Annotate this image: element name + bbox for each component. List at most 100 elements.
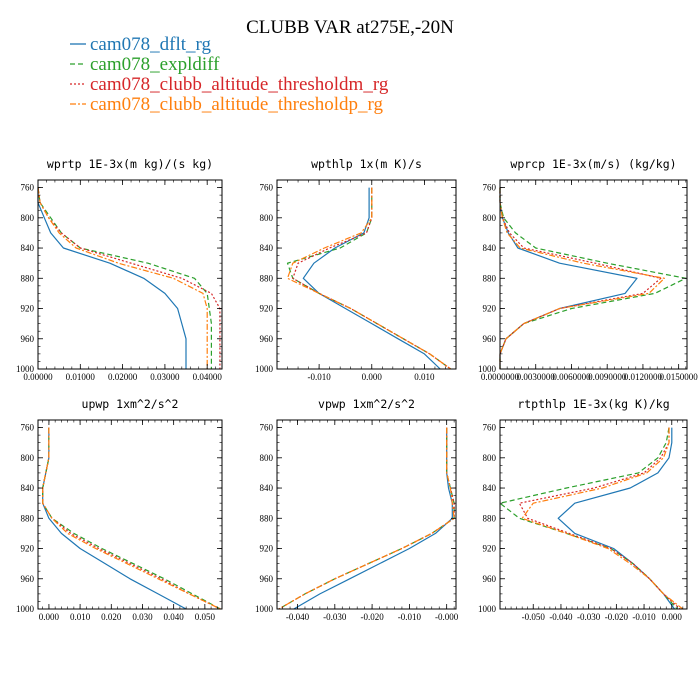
y-tick-label: 960: [260, 334, 274, 344]
legend-item: cam078_dflt_rg: [70, 34, 212, 55]
series-line: [42, 427, 221, 610]
subplot-6: rtpthlp 1E-3x(kg K)/kg 760 800 840 880 920 960…: [478, 397, 688, 622]
y-tick-label: 880: [483, 273, 497, 283]
series-line: [37, 187, 187, 369]
x-tick-label: -0.040: [549, 612, 573, 622]
subplot-title: rtpthlp 1E-3x(kg K)/kg: [517, 397, 669, 411]
y-tick-label: 800: [483, 453, 497, 463]
subplot-title: upwp 1xm^2/s^2: [82, 397, 179, 411]
y-tick-label: 960: [21, 334, 35, 344]
subplot-1: wprtp 1E-3x(m kg)/(s kg) 760 800 840 880 920 9…: [16, 157, 223, 382]
y-tick-label: 920: [21, 544, 35, 554]
panels: wprtp 1E-3x(m kg)/(s kg) 760 800 840 880 920 9…: [16, 157, 698, 622]
x-tick-label: 0.0090000: [588, 372, 627, 382]
legend-item: cam078_clubb_altitude_thresholdp_rg: [70, 94, 384, 115]
y-tick-label: 920: [483, 544, 497, 554]
y-tick-label: 920: [260, 544, 274, 554]
y-tick-label: 960: [483, 574, 497, 584]
plot-frame: [37, 419, 223, 610]
x-tick-label: 0.040: [164, 612, 185, 622]
x-tick-label: -0.010: [632, 612, 656, 622]
x-tick-label: -0.050: [522, 612, 546, 622]
x-tick-label: 0.0060000: [552, 372, 591, 382]
x-tick-label: 0.000: [39, 612, 60, 622]
y-tick-label: 840: [21, 483, 35, 493]
legend-label: cam078_clubb_altitude_thresholdm_rg: [90, 74, 389, 95]
subplot-title: wprtp 1E-3x(m kg)/(s kg): [47, 157, 213, 171]
x-tick-label: 0.020: [101, 612, 122, 622]
plot-frame: [499, 179, 688, 370]
legend-label: cam078_dflt_rg: [90, 34, 212, 55]
subplot-3: wprcp 1E-3x(m/s) (kg/kg) 760 800 840 880 920 9…: [478, 157, 698, 382]
x-tick-label: -0.030: [577, 612, 601, 622]
y-tick-label: 880: [21, 513, 35, 523]
series-line: [278, 427, 455, 610]
series-line: [499, 427, 678, 610]
y-tick-label: 920: [260, 304, 274, 314]
legend: cam078_dflt_rgcam078_expldiffcam078_club…: [70, 34, 389, 115]
y-tick-label: 840: [260, 483, 274, 493]
x-tick-label: 0.050: [195, 612, 216, 622]
y-tick-label: 760: [21, 423, 35, 433]
x-tick-label: -0.040: [286, 612, 310, 622]
figure-title: CLUBB VAR at275E,-20N: [246, 17, 454, 38]
plot-frame: [37, 179, 223, 370]
legend-label: cam078_clubb_altitude_thresholdp_rg: [90, 94, 384, 115]
y-tick-label: 1000: [16, 364, 35, 374]
x-tick-label: -0.030: [323, 612, 347, 622]
series-line: [278, 427, 455, 610]
y-tick-label: 880: [21, 273, 35, 283]
y-tick-label: 760: [483, 183, 497, 193]
y-tick-label: 1000: [478, 604, 497, 614]
subplot-4: upwp 1xm^2/s^2 760 800 840 880 920 960 1000 0.00…: [16, 397, 223, 622]
y-tick-label: 800: [21, 453, 35, 463]
y-tick-label: 920: [21, 304, 35, 314]
x-tick-label: 0.04000: [193, 372, 223, 382]
x-tick-label: 0.0120000: [624, 372, 663, 382]
series-line: [499, 187, 662, 369]
y-tick-label: 920: [483, 304, 497, 314]
x-tick-label: 0.02000: [108, 372, 138, 382]
subplot-title: wprcp 1E-3x(m/s) (kg/kg): [510, 157, 676, 171]
y-tick-label: 1000: [478, 364, 497, 374]
subplot-2: wpthlp 1x(m K)/s 760 800 840 880 920 960 1000 -0…: [255, 157, 457, 382]
y-tick-label: 960: [260, 574, 274, 584]
legend-item: cam078_clubb_altitude_thresholdm_rg: [70, 74, 389, 95]
series-line: [37, 187, 208, 369]
y-tick-label: 840: [483, 483, 497, 493]
x-tick-label: 0.030: [132, 612, 153, 622]
x-tick-label: -0.020: [605, 612, 629, 622]
legend-item: cam078_expldiff: [70, 54, 220, 75]
y-tick-label: 1000: [16, 604, 35, 614]
legend-label: cam078_expldiff: [90, 54, 220, 75]
y-tick-label: 1000: [255, 604, 274, 614]
series-line: [37, 187, 212, 369]
x-tick-label: 0.03000: [150, 372, 180, 382]
x-tick-label: -0.010: [307, 372, 331, 382]
y-tick-label: 880: [260, 273, 274, 283]
series-line: [518, 427, 681, 610]
series-line: [278, 427, 455, 610]
y-tick-label: 840: [260, 243, 274, 253]
series-line: [499, 187, 666, 369]
y-tick-label: 800: [483, 213, 497, 223]
y-tick-label: 800: [260, 213, 274, 223]
series-line: [42, 427, 221, 610]
plot-frame: [276, 179, 457, 370]
series-line: [292, 187, 452, 370]
x-tick-label: 0.00000: [23, 372, 53, 382]
series-line: [42, 427, 221, 610]
y-tick-label: 840: [483, 243, 497, 253]
y-tick-label: 880: [483, 513, 497, 523]
y-tick-label: 800: [21, 213, 35, 223]
y-tick-label: 840: [21, 243, 35, 253]
x-tick-label: 0.010: [70, 612, 91, 622]
x-tick-label: -0.010: [398, 612, 422, 622]
x-tick-label: 0.000: [662, 612, 683, 622]
series-line: [557, 427, 675, 610]
subplot-title: vpwp 1xm^2/s^2: [318, 397, 415, 411]
subplot-5: vpwp 1xm^2/s^2 760 800 840 880 920 960 1000 -0.0…: [255, 397, 459, 622]
x-tick-label: 0.0000000: [481, 372, 520, 382]
y-tick-label: 800: [260, 453, 274, 463]
